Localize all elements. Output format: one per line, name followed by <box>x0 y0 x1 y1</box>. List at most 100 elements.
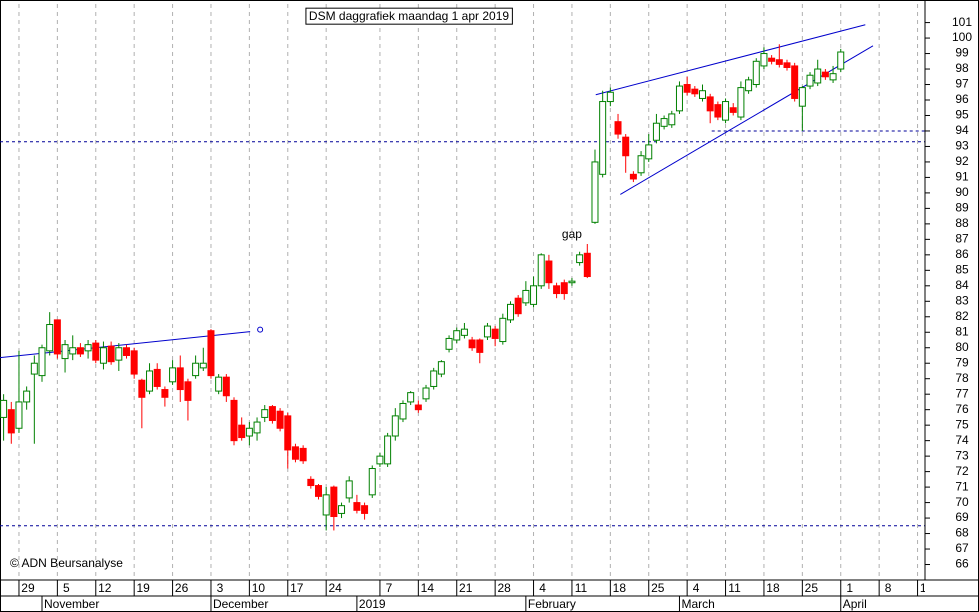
candle-body <box>238 424 246 439</box>
candle-body <box>138 379 146 398</box>
y-tick-label: 68 <box>955 526 969 540</box>
candle-body <box>330 486 338 518</box>
candle-body <box>222 376 230 397</box>
candle-body <box>622 136 630 157</box>
trendline <box>620 45 874 195</box>
y-tick-label: 67 <box>955 541 969 555</box>
annotation: gap <box>562 227 582 241</box>
y-tick-label: 78 <box>955 371 969 385</box>
candle-body <box>284 415 292 451</box>
x-tick-label: 18 <box>613 581 627 595</box>
month-label: April <box>843 597 867 611</box>
credit: © ADN Beursanalyse <box>10 556 123 570</box>
y-tick-label: 85 <box>955 262 969 276</box>
candle-body <box>230 399 238 442</box>
y-tick-label: 97 <box>955 77 969 91</box>
candle-body <box>514 297 522 315</box>
candle-body <box>253 421 261 434</box>
candle-body <box>568 280 576 284</box>
x-tick-label: 25 <box>805 581 819 595</box>
candle-body <box>675 85 683 112</box>
candle-body <box>261 409 269 418</box>
month-label: March <box>681 597 714 611</box>
candle-body <box>169 367 177 383</box>
month-label: November <box>44 597 99 611</box>
x-tick-label: 8 <box>885 581 892 595</box>
candle-body <box>430 370 438 387</box>
candle-body <box>530 285 538 305</box>
candle-body <box>422 387 430 400</box>
candle-body <box>69 347 77 355</box>
y-tick-label: 81 <box>955 324 969 338</box>
candle-body <box>837 51 845 70</box>
candle-body <box>38 347 46 377</box>
month-label: 2019 <box>359 597 386 611</box>
y-tick-label: 79 <box>955 355 969 369</box>
candle-body <box>399 402 407 420</box>
y-tick-label: 90 <box>955 185 969 199</box>
candle-body <box>691 88 699 95</box>
x-tick-label: 28 <box>497 581 511 595</box>
candle-body <box>775 59 783 65</box>
candle-body <box>553 285 561 295</box>
candle-body <box>99 347 107 364</box>
candle-body <box>115 347 123 361</box>
candle-body <box>376 455 384 465</box>
candle-body <box>829 73 837 81</box>
trendline-end-marker <box>257 326 264 333</box>
y-tick-label: 77 <box>955 386 969 400</box>
candle-body <box>84 344 92 352</box>
candle-body <box>760 53 768 67</box>
x-tick-label: 1 <box>846 581 853 595</box>
candle-body <box>453 330 461 341</box>
x-axis: 2951219263101724714212841118254111825181… <box>18 580 925 612</box>
y-tick-label: 101 <box>952 15 972 29</box>
candle-body <box>184 381 192 401</box>
y-tick-label: 82 <box>955 309 969 323</box>
candle-body <box>192 362 200 377</box>
y-tick-label: 98 <box>955 61 969 75</box>
candle-body <box>107 345 115 363</box>
y-tick-label: 88 <box>955 216 969 230</box>
candle-body <box>215 376 223 392</box>
y-tick-label: 87 <box>955 232 969 246</box>
candle-body <box>560 282 568 295</box>
candle-body <box>245 427 253 437</box>
candle-body <box>322 494 330 516</box>
title-box <box>305 7 513 25</box>
candle-body <box>545 260 553 284</box>
candle-body <box>814 68 822 84</box>
candle-body <box>499 317 507 343</box>
y-tick-label: 72 <box>955 464 969 478</box>
candle-body <box>522 289 530 304</box>
y-tick-label: 83 <box>955 293 969 307</box>
candle-body <box>783 62 791 68</box>
x-tick-label: 18 <box>766 581 780 595</box>
candle-body <box>361 505 369 514</box>
y-tick-label: 99 <box>955 46 969 60</box>
candle-body <box>368 468 376 496</box>
candle-body <box>668 113 676 126</box>
x-tick-label: 7 <box>386 581 393 595</box>
candle-body <box>683 84 691 93</box>
candle-body <box>537 254 545 287</box>
candle-body <box>699 90 707 99</box>
candle-body <box>207 330 215 377</box>
candle-body <box>7 409 15 434</box>
x-tick-label: 19 <box>136 581 150 595</box>
x-tick-label: 4 <box>693 581 700 595</box>
candle-body <box>176 367 184 391</box>
candle-body <box>637 155 645 174</box>
candle-body <box>491 328 499 339</box>
y-tick-label: 93 <box>955 139 969 153</box>
y-tick-label: 80 <box>955 340 969 354</box>
candle-body <box>199 362 207 369</box>
candle-body <box>345 480 353 499</box>
candle-body <box>299 447 307 462</box>
candle-body <box>468 339 476 349</box>
month-label: December <box>213 597 268 611</box>
candle-body <box>268 406 276 422</box>
candle-body <box>483 325 491 338</box>
candle-body <box>706 96 714 112</box>
candle-body <box>92 342 100 361</box>
